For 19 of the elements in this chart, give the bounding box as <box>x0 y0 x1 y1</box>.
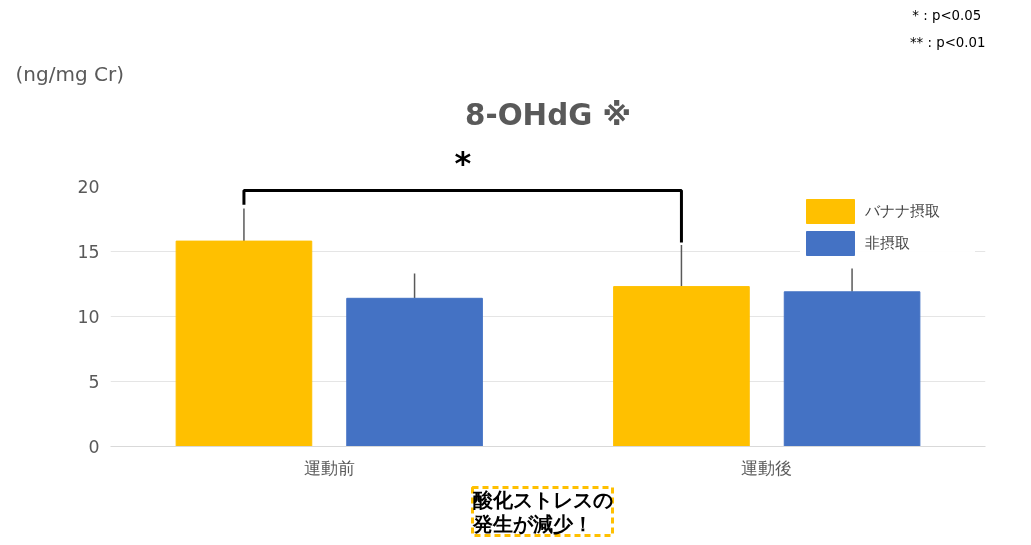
legend-label: 非摂取 <box>865 233 911 253</box>
y-tick-label: 5 <box>88 372 100 392</box>
legend-label: バナナ摂取 <box>865 201 941 221</box>
bar <box>175 240 313 447</box>
text: ** : p<0.01 <box>909 34 986 50</box>
chart-title: 8-OHdG ※ <box>465 97 631 132</box>
y-axis-title: (ng/mg Cr) <box>15 61 124 86</box>
text: * <box>454 143 472 182</box>
text: 酸化ストレスの発生が減少！ <box>471 487 613 536</box>
y-tick-label: 0 <box>88 437 100 457</box>
x-tick-label: 運動後 <box>741 457 793 478</box>
y-tick-label: 20 <box>77 177 100 197</box>
bar <box>346 297 483 447</box>
bar <box>783 291 921 447</box>
text: * : p<0.05 <box>912 7 982 23</box>
y-tick-label: 15 <box>77 242 100 262</box>
bar <box>613 286 750 447</box>
x-tick-label: 運動前 <box>303 457 355 478</box>
y-tick-label: 10 <box>77 307 100 327</box>
